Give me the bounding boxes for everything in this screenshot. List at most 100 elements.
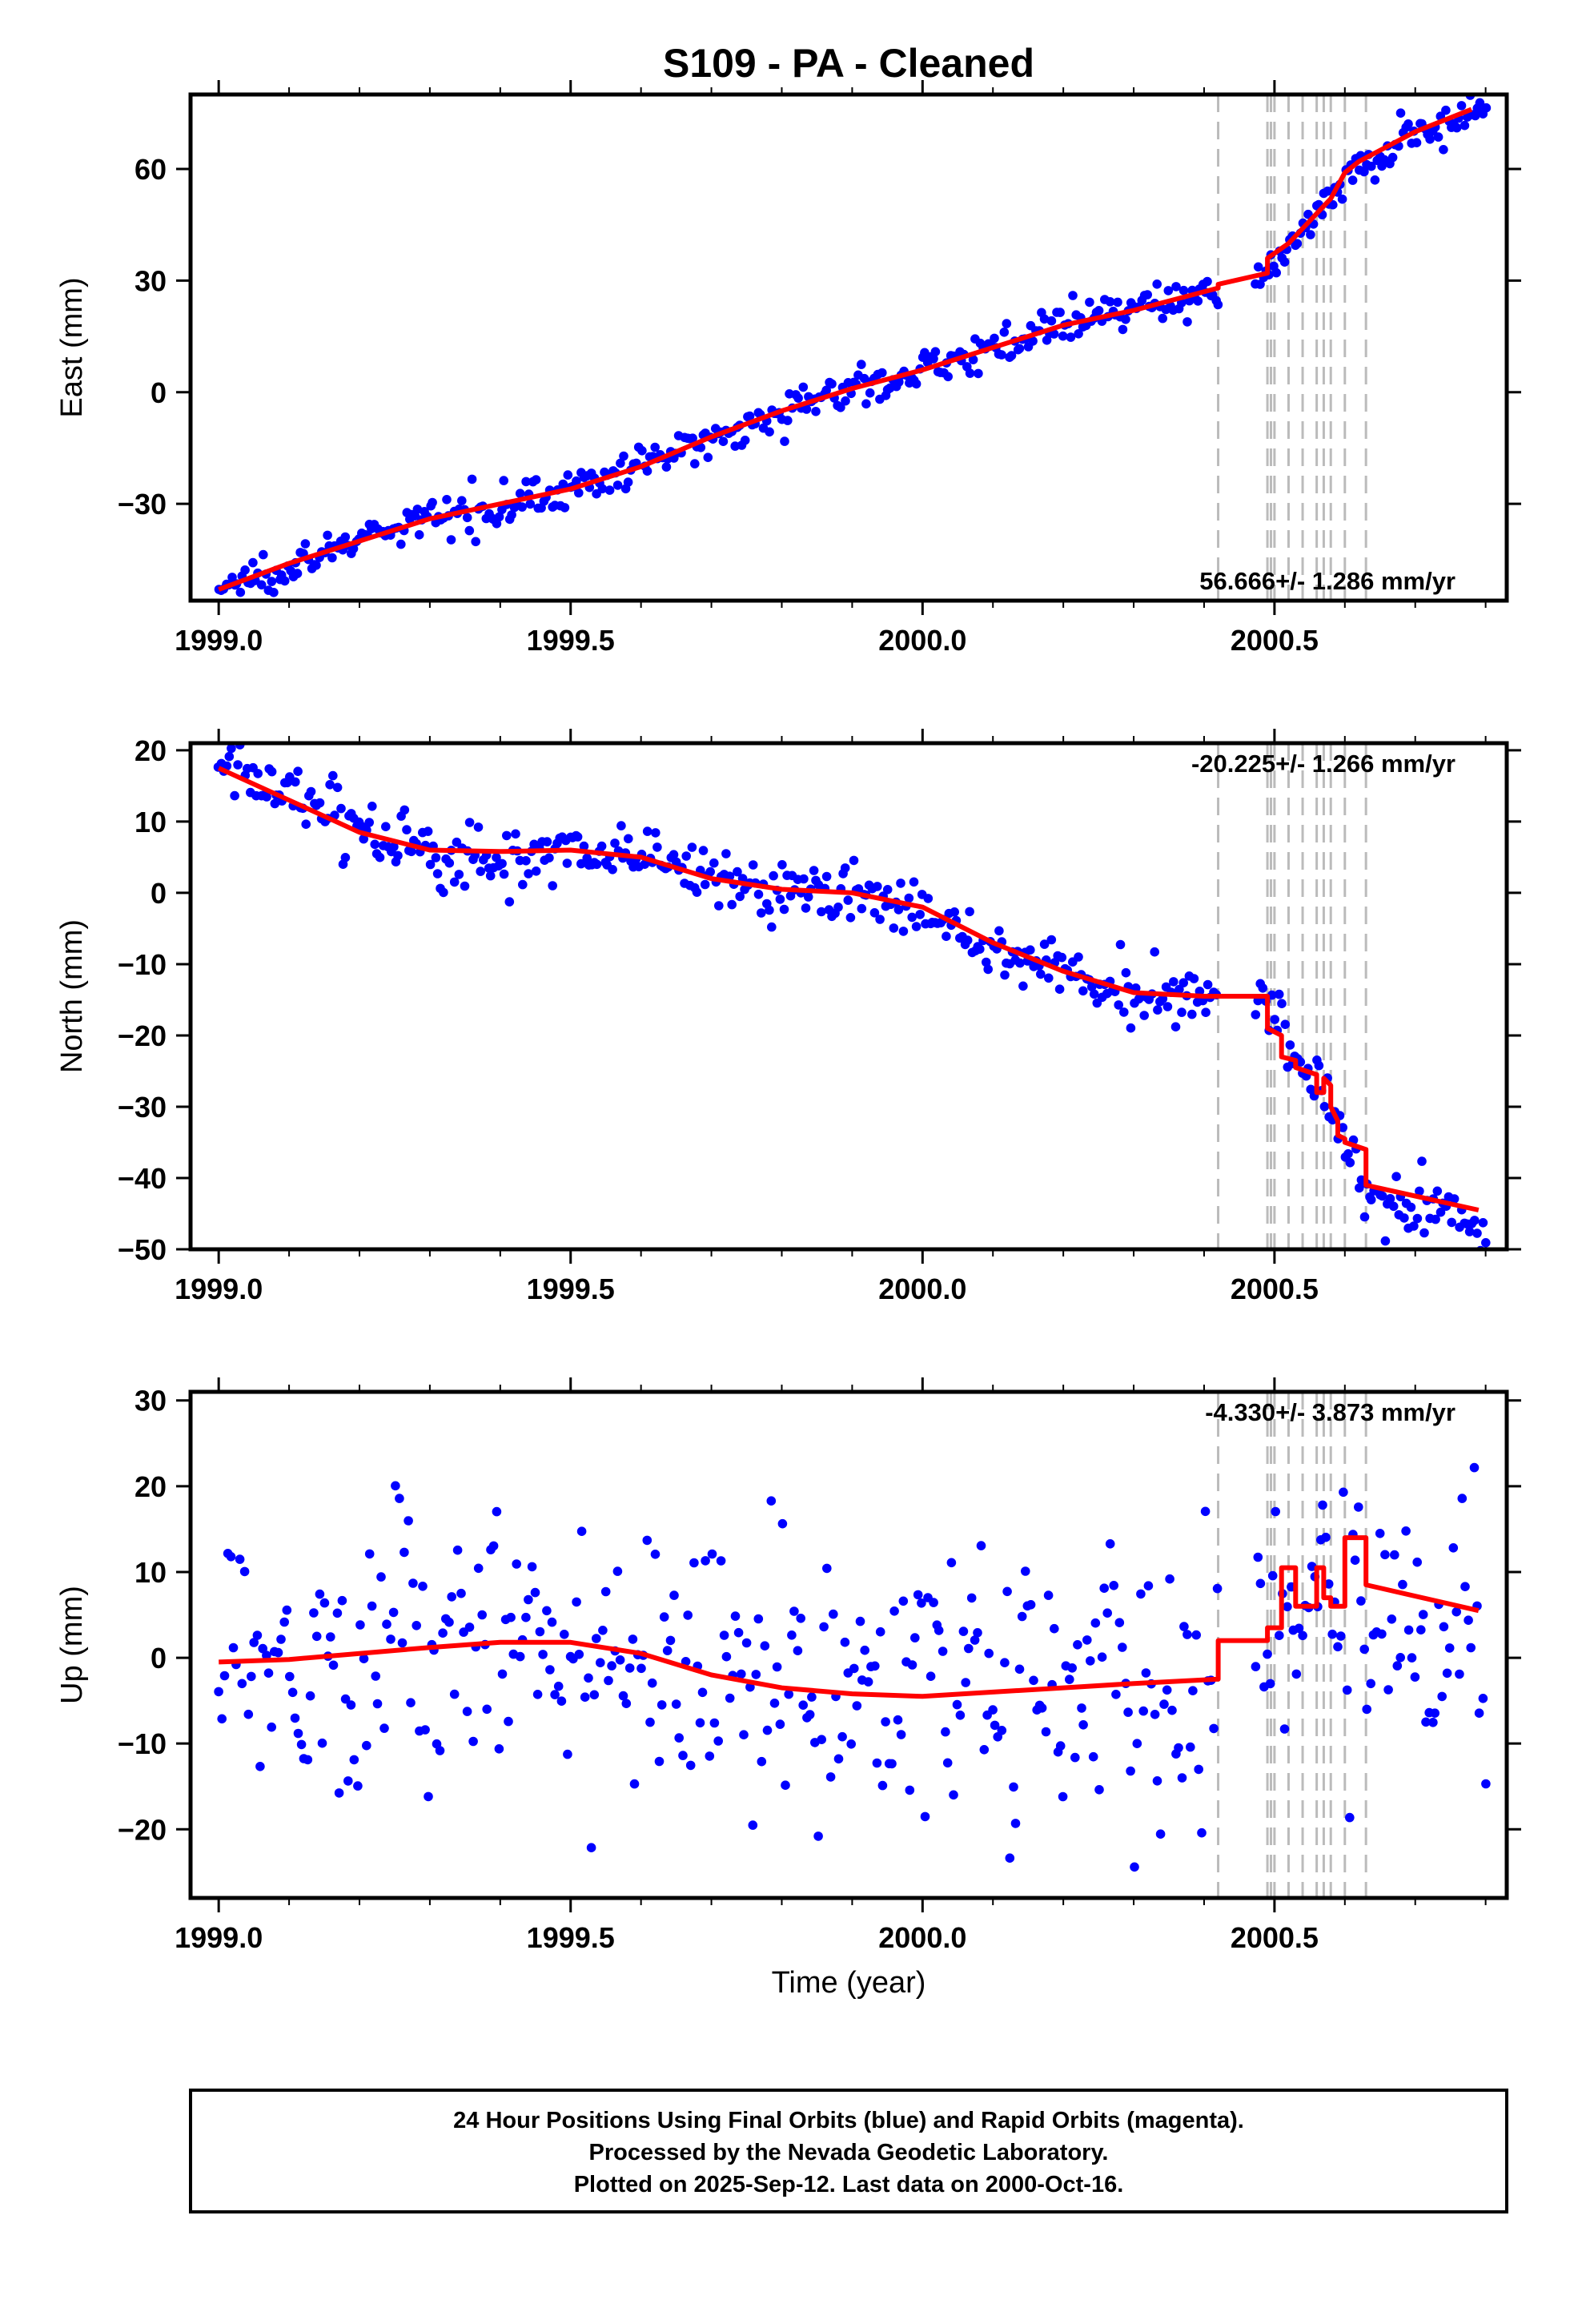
data-point <box>872 1758 882 1768</box>
data-point <box>439 887 448 898</box>
data-point <box>779 904 789 915</box>
data-point <box>1428 1718 1438 1727</box>
data-point <box>965 907 974 917</box>
data-point <box>407 846 416 857</box>
data-point <box>1460 1582 1470 1591</box>
plot-area <box>214 1392 1491 1898</box>
data-point <box>1021 1566 1030 1576</box>
data-point <box>406 1698 416 1707</box>
data-point <box>733 1627 744 1638</box>
data-point <box>435 1746 445 1755</box>
data-point <box>1105 297 1115 307</box>
data-point <box>592 859 602 870</box>
data-point <box>1432 1186 1443 1196</box>
data-point <box>1026 1600 1036 1610</box>
data-point <box>1442 1668 1452 1679</box>
data-point <box>1298 1630 1307 1641</box>
data-point <box>701 1556 710 1566</box>
data-point <box>227 573 237 582</box>
data-point <box>1347 175 1358 185</box>
data-point <box>893 1715 903 1725</box>
data-point <box>1410 1672 1420 1682</box>
data-point <box>267 766 277 777</box>
y-tick-label: −10 <box>118 1727 167 1760</box>
data-point <box>753 890 764 899</box>
data-point <box>1437 1691 1447 1702</box>
data-point <box>765 427 774 437</box>
model-line <box>217 766 1480 1212</box>
data-point <box>787 1630 797 1640</box>
data-point <box>974 368 983 379</box>
data-point <box>821 871 832 882</box>
data-point <box>492 1506 502 1517</box>
data-point <box>332 782 343 793</box>
data-point <box>1094 306 1104 316</box>
data-point <box>1194 1764 1203 1775</box>
data-point <box>586 1843 596 1852</box>
data-point <box>1253 1552 1263 1562</box>
data-point <box>999 328 1010 337</box>
data-point <box>1058 331 1068 341</box>
data-point <box>1343 1149 1353 1159</box>
data-point <box>1005 1853 1015 1863</box>
data-point <box>219 1671 230 1681</box>
data-point <box>376 1572 386 1582</box>
data-point <box>456 1588 466 1598</box>
data-point <box>550 1690 560 1699</box>
data-point <box>964 1643 974 1654</box>
data-point <box>652 842 662 852</box>
data-point <box>1439 145 1448 155</box>
data-point <box>572 476 581 486</box>
data-point <box>837 1731 847 1742</box>
data-point <box>689 1558 699 1568</box>
data-point <box>252 1630 263 1640</box>
x-tick-label: 2000.0 <box>878 1921 966 1954</box>
data-point <box>911 922 921 931</box>
data-point <box>1464 1615 1473 1625</box>
data-point <box>683 1610 693 1620</box>
data-point <box>1323 186 1332 196</box>
data-point <box>1367 161 1376 171</box>
data-point <box>233 760 243 770</box>
data-point <box>1074 952 1083 962</box>
data-point <box>412 1621 421 1630</box>
data-point <box>640 859 650 869</box>
data-point <box>279 1617 290 1627</box>
data-point <box>1337 194 1347 204</box>
data-point <box>1319 1102 1330 1112</box>
data-point <box>793 393 803 403</box>
data-point <box>990 1720 1000 1731</box>
data-point <box>305 1691 315 1701</box>
data-point <box>1203 979 1213 990</box>
data-point <box>681 851 691 861</box>
data-point <box>1449 1194 1460 1204</box>
data-point <box>1407 1653 1417 1663</box>
data-point <box>748 1820 758 1830</box>
data-point <box>531 475 541 485</box>
data-point <box>1152 279 1162 289</box>
data-point <box>1431 1214 1440 1224</box>
data-point <box>1209 1723 1219 1734</box>
data-point <box>249 1638 259 1647</box>
data-point <box>718 436 729 446</box>
data-point <box>1447 1217 1456 1228</box>
data-point <box>849 855 859 866</box>
data-point <box>943 372 953 382</box>
data-point <box>527 1562 537 1572</box>
data-point <box>462 1707 472 1716</box>
data-point <box>240 565 250 575</box>
data-point <box>1275 1630 1284 1640</box>
data-point <box>1398 1579 1407 1590</box>
data-point <box>915 910 925 919</box>
data-point <box>494 1744 504 1754</box>
data-point <box>1099 1583 1109 1593</box>
data-point <box>574 1650 584 1659</box>
y-tick-label: 0 <box>151 877 167 910</box>
data-point <box>1155 1829 1166 1839</box>
data-point <box>1009 1782 1018 1792</box>
x-tick-label: 2000.5 <box>1231 624 1319 657</box>
data-point <box>544 853 554 862</box>
data-point <box>833 903 843 912</box>
data-point <box>739 1730 749 1739</box>
